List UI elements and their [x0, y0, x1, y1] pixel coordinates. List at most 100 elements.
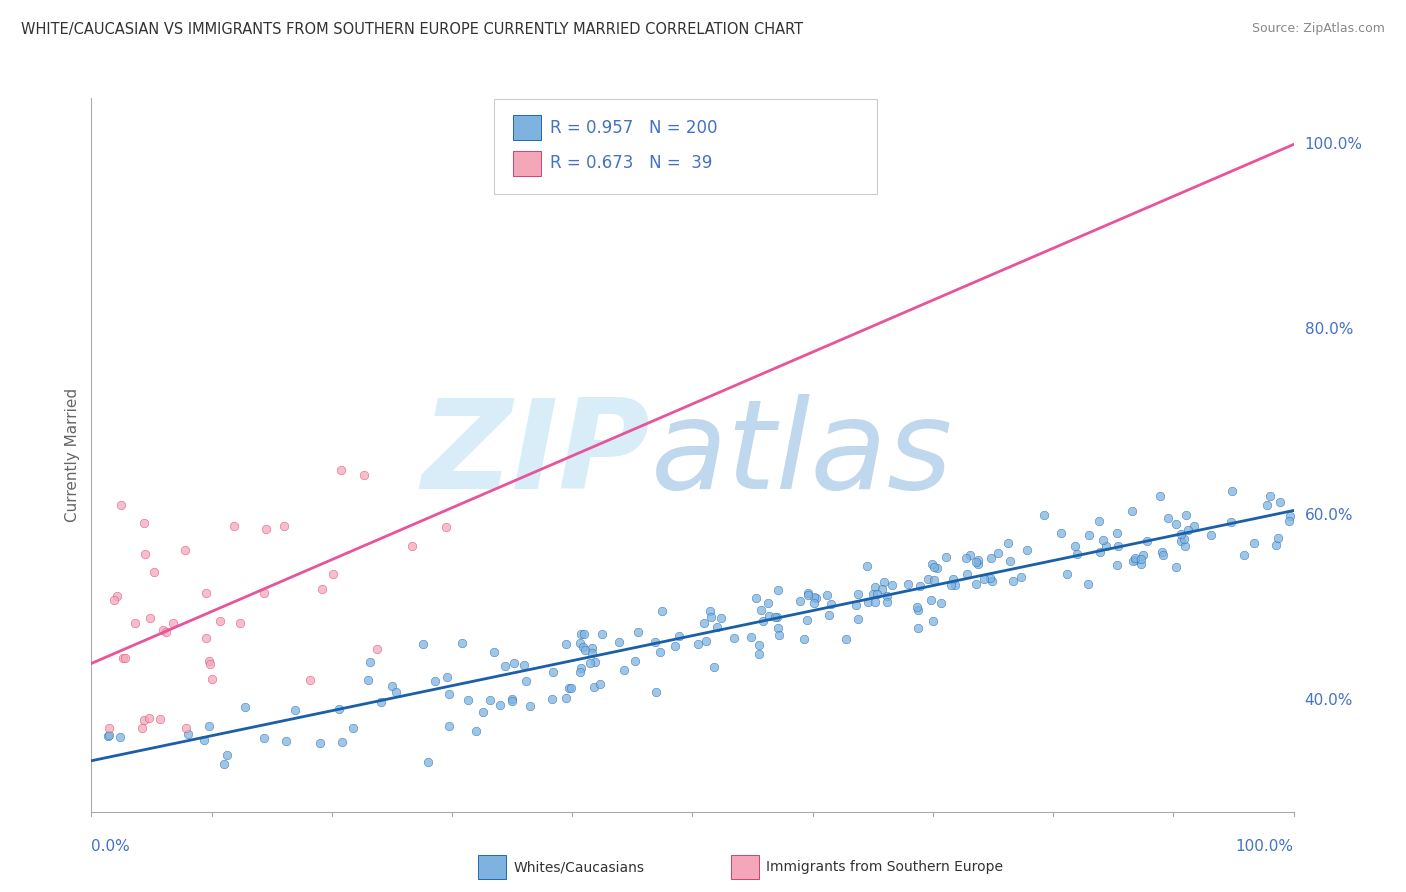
Point — [1258, 489, 1281, 503]
Point — [569, 627, 592, 641]
Point — [793, 632, 815, 646]
Point — [558, 681, 581, 696]
Point — [253, 586, 276, 600]
Point — [174, 721, 197, 735]
Point — [138, 711, 160, 725]
Point — [752, 614, 775, 628]
Point — [1121, 504, 1143, 518]
Point — [193, 733, 215, 747]
Point — [503, 656, 526, 670]
Point — [401, 539, 423, 553]
Point — [955, 551, 977, 566]
Text: WHITE/CAUCASIAN VS IMMIGRANTS FROM SOUTHERN EUROPE CURRENTLY MARRIED CORRELATION: WHITE/CAUCASIAN VS IMMIGRANTS FROM SOUTH… — [21, 22, 803, 37]
Point — [1177, 523, 1199, 537]
Text: 60.0%: 60.0% — [1305, 508, 1353, 523]
Point — [1174, 508, 1197, 522]
Text: 80.0%: 80.0% — [1305, 322, 1353, 337]
Point — [1278, 514, 1301, 528]
Point — [284, 703, 307, 717]
Point — [820, 597, 842, 611]
Point — [97, 729, 120, 743]
Point — [162, 615, 184, 630]
Point — [501, 692, 523, 706]
Point — [695, 634, 717, 648]
Point — [758, 609, 780, 624]
Point — [311, 582, 333, 596]
Point — [330, 463, 353, 477]
Text: ZIP: ZIP — [422, 394, 651, 516]
Point — [863, 580, 886, 594]
Point — [357, 673, 380, 687]
Point — [706, 620, 728, 634]
Point — [907, 621, 929, 635]
Point — [366, 641, 388, 656]
Point — [865, 595, 887, 609]
Point — [748, 638, 770, 652]
Point — [592, 627, 614, 641]
Point — [627, 625, 650, 640]
Point — [965, 577, 987, 591]
Point — [922, 573, 945, 587]
Point — [907, 603, 929, 617]
Point — [998, 554, 1021, 568]
Point — [1199, 527, 1222, 541]
Point — [212, 757, 235, 772]
Text: 40.0%: 40.0% — [1305, 693, 1353, 708]
Point — [668, 629, 690, 643]
Point — [766, 621, 789, 635]
Point — [555, 690, 578, 705]
Point — [965, 555, 987, 569]
Point — [1123, 553, 1146, 567]
Point — [299, 673, 322, 687]
Point — [925, 561, 948, 575]
Point — [1233, 548, 1256, 562]
Point — [541, 692, 564, 706]
Point — [749, 603, 772, 617]
Point — [766, 609, 789, 624]
Point — [876, 590, 898, 604]
Point — [1087, 514, 1109, 528]
Point — [648, 645, 671, 659]
Point — [253, 731, 276, 746]
Y-axis label: Currently Married: Currently Married — [65, 388, 80, 522]
Text: R = 0.957   N = 200: R = 0.957 N = 200 — [550, 119, 717, 136]
Point — [1077, 528, 1099, 542]
Point — [1095, 539, 1118, 553]
Text: 100.0%: 100.0% — [1305, 137, 1362, 152]
Point — [796, 613, 818, 627]
Point — [1152, 548, 1174, 562]
Point — [98, 728, 121, 742]
Point — [574, 627, 596, 641]
Point — [815, 588, 838, 602]
Point — [699, 604, 721, 618]
Point — [1107, 525, 1129, 540]
Point — [1268, 495, 1291, 509]
Point — [966, 552, 988, 566]
Text: R = 0.673   N =  39: R = 0.673 N = 39 — [550, 154, 711, 172]
Point — [997, 536, 1019, 550]
Point — [581, 646, 603, 660]
Point — [198, 657, 221, 672]
Point — [342, 721, 364, 735]
Point — [924, 559, 946, 574]
Point — [322, 567, 344, 582]
Point — [897, 577, 920, 591]
Point — [254, 522, 277, 536]
Point — [846, 587, 869, 601]
Point — [273, 519, 295, 533]
Point — [436, 669, 458, 683]
Point — [613, 663, 636, 677]
Text: atlas: atlas — [651, 394, 952, 516]
Point — [1049, 525, 1071, 540]
Point — [607, 635, 630, 649]
Point — [519, 699, 541, 714]
Point — [152, 624, 174, 638]
Point — [1066, 547, 1088, 561]
Point — [97, 721, 120, 735]
Point — [862, 587, 884, 601]
Point — [797, 588, 820, 602]
Point — [921, 557, 943, 571]
Point — [139, 610, 162, 624]
Point — [846, 611, 869, 625]
Point — [1170, 533, 1192, 548]
